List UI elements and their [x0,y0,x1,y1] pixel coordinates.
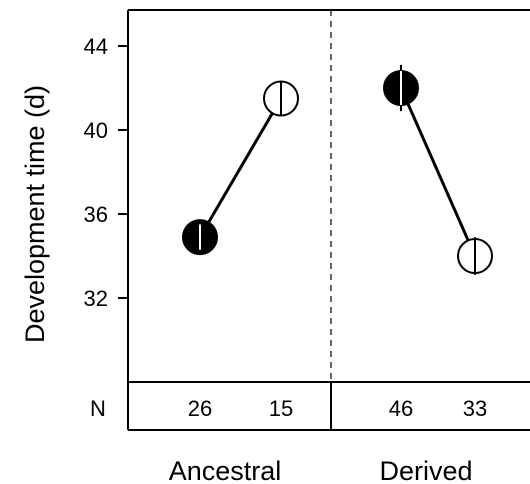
n-value: 33 [463,396,487,421]
y-tick-label: 40 [84,118,108,143]
plot-frame [127,9,530,431]
connector-line [406,102,470,242]
data-points [182,64,493,275]
group-labels: Ancestral Derived [169,456,473,484]
y-tick-label: 44 [84,34,108,59]
connector-lines [207,102,470,242]
n-value: 15 [269,396,293,421]
n-value: 26 [188,396,212,421]
connector-line [207,112,274,224]
y-axis-ticks: 32 36 40 44 [84,34,128,311]
n-row-label: N [90,396,106,421]
y-tick-label: 36 [84,202,108,227]
n-row: N 26 15 46 33 [90,396,487,421]
group-label: Derived [379,456,472,484]
y-axis-title: Development time (d) [20,85,50,343]
group-label: Ancestral [169,456,282,484]
n-value: 46 [389,396,413,421]
y-tick-label: 32 [84,286,108,311]
